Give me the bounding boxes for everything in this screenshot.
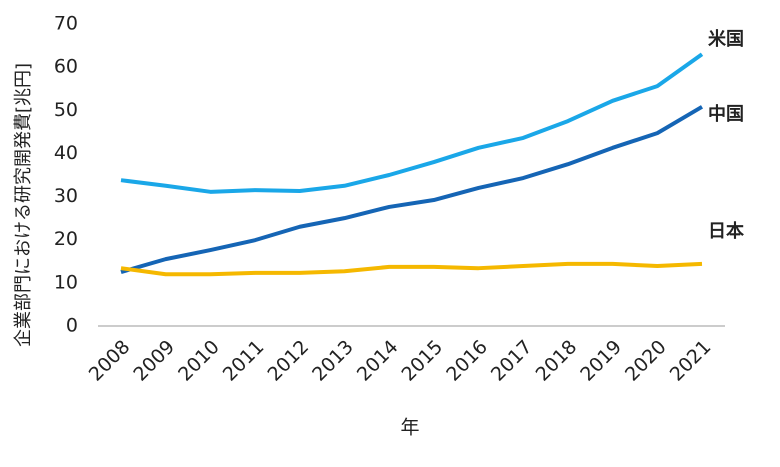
y-tick-label: 10 bbox=[54, 271, 78, 293]
x-tick-label: 2019 bbox=[576, 336, 626, 386]
y-tick-label: 0 bbox=[66, 315, 78, 337]
x-tick-label: 2009 bbox=[129, 336, 179, 386]
y-tick-label: 50 bbox=[54, 99, 78, 121]
x-tick-label: 2018 bbox=[532, 336, 582, 386]
series-label: 米国 bbox=[708, 28, 744, 50]
x-tick-label: 2012 bbox=[263, 336, 313, 386]
x-tick-label: 2014 bbox=[353, 336, 403, 386]
series-line bbox=[120, 52, 704, 194]
y-axis-label: 企業部門における研究開発費[兆円] bbox=[13, 63, 34, 347]
x-tick-label: 2017 bbox=[487, 336, 537, 386]
x-tick-label: 2008 bbox=[85, 336, 135, 386]
x-tick-label: 2016 bbox=[442, 336, 492, 386]
x-tick-label: 2013 bbox=[308, 336, 358, 386]
series-line bbox=[120, 105, 704, 274]
x-axis-label: 年 bbox=[400, 417, 419, 439]
series-label: 日本 bbox=[708, 220, 744, 242]
y-tick-label: 20 bbox=[54, 228, 78, 250]
y-tick-label: 60 bbox=[54, 56, 78, 78]
x-tick-label: 2021 bbox=[666, 336, 716, 386]
x-tick-label: 2020 bbox=[621, 336, 671, 386]
series-line bbox=[120, 261, 703, 277]
x-tick-label: 2011 bbox=[219, 336, 269, 386]
series-label: 中国 bbox=[708, 103, 744, 125]
y-tick-label: 40 bbox=[54, 142, 78, 164]
x-tick-label: 2015 bbox=[398, 336, 448, 386]
x-tick-label: 2010 bbox=[174, 336, 224, 386]
y-tick-label: 70 bbox=[54, 13, 78, 35]
y-tick-label: 30 bbox=[54, 185, 78, 207]
